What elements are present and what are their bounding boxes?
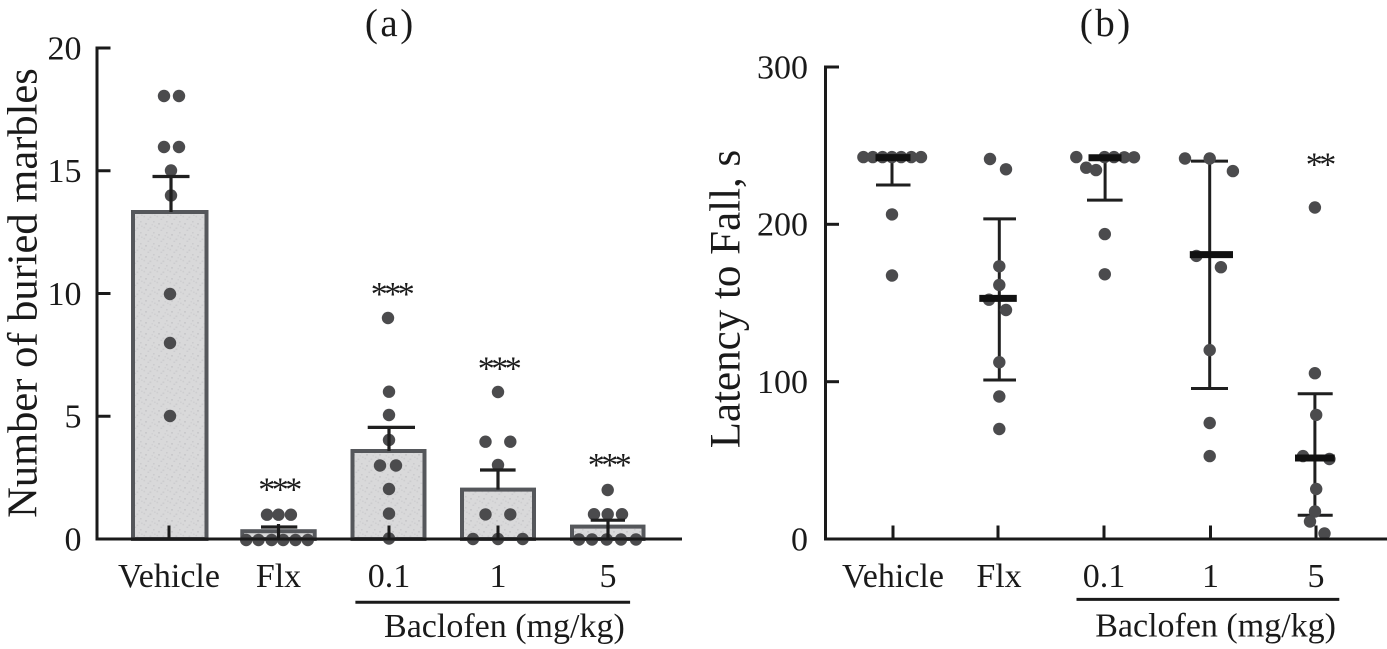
svg-text:***: *** — [478, 351, 521, 388]
svg-text:**: ** — [1306, 146, 1336, 183]
svg-text:5: 5 — [600, 558, 617, 595]
svg-text:***: *** — [588, 447, 631, 484]
svg-text:20: 20 — [48, 30, 82, 67]
svg-text:5: 5 — [65, 399, 82, 436]
svg-text:***: *** — [258, 472, 301, 509]
svg-text:5: 5 — [1308, 558, 1325, 595]
svg-text:100: 100 — [757, 364, 808, 401]
svg-text:1: 1 — [1202, 558, 1219, 595]
svg-text:Baclofen (mg/kg): Baclofen (mg/kg) — [1095, 608, 1336, 645]
svg-text:Flx: Flx — [976, 558, 1021, 595]
svg-text:(a): (a) — [365, 2, 416, 45]
svg-text:0.1: 0.1 — [368, 558, 411, 595]
svg-text:0.1: 0.1 — [1083, 558, 1126, 595]
svg-text:0: 0 — [65, 521, 82, 558]
svg-text:10: 10 — [48, 276, 82, 313]
svg-text:1: 1 — [490, 558, 507, 595]
svg-text:Latency to Fall, s: Latency to Fall, s — [703, 150, 750, 449]
svg-text:(b): (b) — [1080, 2, 1133, 45]
svg-text:200: 200 — [757, 207, 808, 244]
svg-text:0: 0 — [791, 521, 808, 558]
svg-text:***: *** — [371, 276, 414, 313]
svg-text:Vehicle: Vehicle — [842, 558, 944, 595]
svg-text:Baclofen (mg/kg): Baclofen (mg/kg) — [384, 608, 625, 645]
svg-text:300: 300 — [757, 49, 808, 86]
svg-text:Vehicle: Vehicle — [118, 558, 220, 595]
svg-text:15: 15 — [48, 153, 82, 190]
svg-text:Flx: Flx — [256, 558, 301, 595]
svg-text:Number of buried marbles: Number of buried marbles — [0, 68, 47, 518]
